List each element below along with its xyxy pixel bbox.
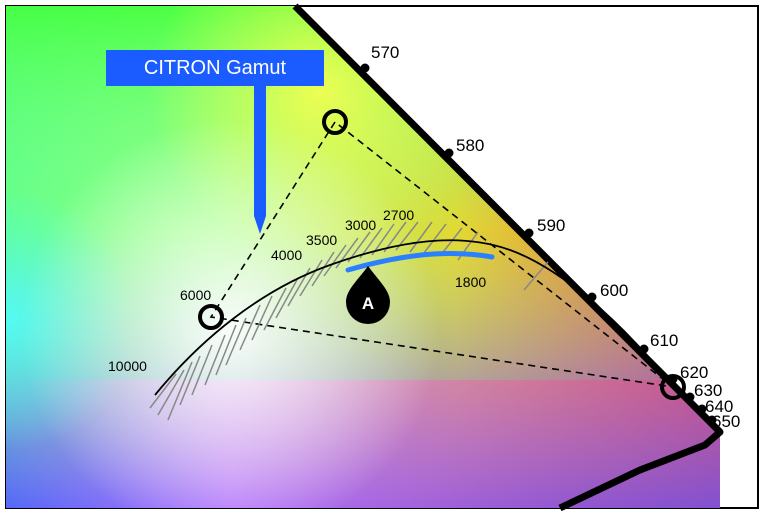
cct-label-4000: 4000 (271, 247, 302, 263)
marker-a-label: A (362, 294, 374, 313)
isotherm-lines (149, 221, 549, 421)
cct-label-6000: 6000 (180, 287, 211, 303)
callout-stem (254, 86, 266, 216)
wavelength-label-630: 630 (694, 381, 722, 400)
primary-green-marker (322, 109, 348, 135)
callout-arrow (254, 216, 266, 234)
wavelength-label-640: 640 (705, 397, 733, 416)
wavelength-label-650: 650 (712, 412, 740, 431)
wavelength-label-620: 620 (680, 363, 708, 382)
primary-blue-marker (198, 304, 224, 330)
gamut-triangle (209, 120, 676, 389)
cct-label-2700: 2700 (383, 207, 414, 223)
gamut-callout-label: CITRON Gamut (106, 50, 324, 86)
wavelength-label-600: 600 (600, 281, 628, 300)
wavelength-label-590: 590 (537, 216, 565, 235)
wavelength-label-610: 610 (650, 331, 678, 350)
wavelength-label-570: 570 (371, 43, 399, 62)
cct-label-3000: 3000 (345, 217, 376, 233)
cct-label-1800: 1800 (455, 274, 486, 290)
marker-a-pin: A (346, 266, 390, 324)
gamut-primaries (198, 109, 686, 400)
wavelength-label-580: 580 (456, 136, 484, 155)
planckian-locus (154, 239, 673, 396)
highlight-segment (345, 251, 495, 273)
cct-label-10000: 10000 (108, 358, 147, 374)
primary-red-marker (660, 374, 686, 400)
cct-label-3500: 3500 (306, 232, 337, 248)
